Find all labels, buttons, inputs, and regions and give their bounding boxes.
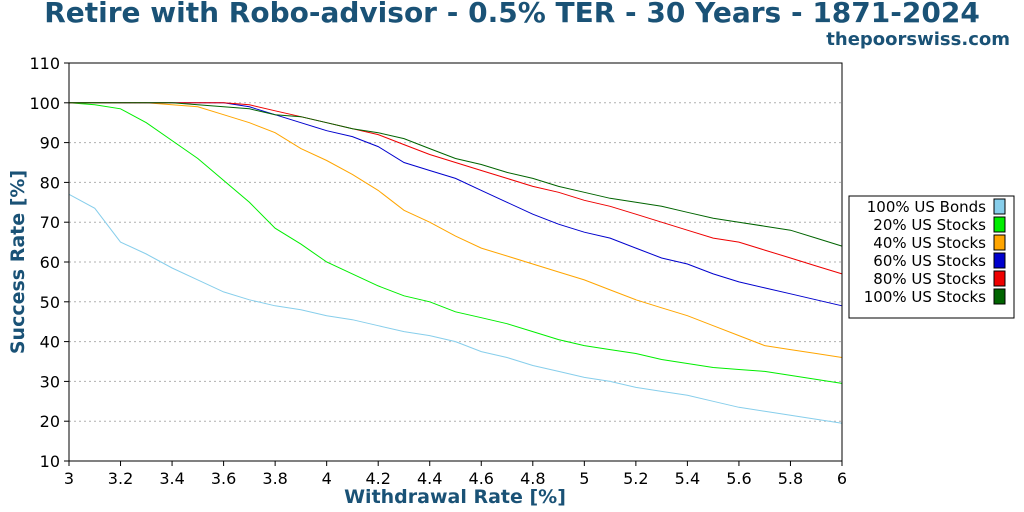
x-tick-label: 5.2: [623, 469, 648, 488]
x-tick-label: 3.8: [262, 469, 287, 488]
legend-label: 40% US Stocks: [873, 234, 986, 252]
y-tick-label: 30: [40, 372, 60, 391]
x-tick-label: 6: [837, 469, 847, 488]
y-tick-label: 40: [40, 333, 60, 352]
x-tick-label: 4.8: [520, 469, 545, 488]
legend-swatch: [993, 234, 1006, 251]
x-tick-label: 3.2: [108, 469, 133, 488]
source-label: thepoorswiss.com: [826, 29, 1010, 50]
series-line: [68, 193, 843, 424]
x-tick-label: 3: [64, 469, 74, 488]
legend-label: 80% US Stocks: [873, 270, 986, 288]
series-line: [69, 102, 843, 307]
x-tick-label: 5.4: [675, 469, 700, 488]
y-tick-label: 70: [40, 213, 60, 232]
y-tick-label: 10: [40, 452, 60, 471]
legend-label: 20% US Stocks: [873, 216, 986, 234]
y-axis-label: Success Rate [%]: [7, 170, 29, 354]
legend-swatch: [993, 288, 1006, 305]
legend-label: 100% US Bonds: [867, 198, 986, 216]
x-tick-label: 5: [579, 469, 589, 488]
series-line: [69, 102, 843, 358]
y-tick-label: 20: [40, 412, 60, 431]
x-tick-label: 5.6: [726, 469, 751, 488]
y-tick-label: 80: [40, 173, 60, 192]
y-tick-label: 110: [29, 54, 60, 73]
y-tick-label: 100: [29, 94, 60, 113]
y-axis-ticks: 10 20 30 40 50 60 70 80 90 100 110: [29, 54, 69, 471]
grid-lines: [69, 102, 842, 422]
series-line: [69, 102, 843, 247]
x-tick-label: 3.6: [211, 469, 236, 488]
x-tick-label: 4: [322, 469, 332, 488]
x-tick-label: 4.4: [417, 469, 442, 488]
series-line: [68, 102, 843, 384]
chart-title: Retire with Robo-advisor - 0.5% TER - 30…: [44, 0, 980, 29]
y-tick-label: 90: [40, 134, 60, 153]
y-tick-label: 50: [40, 293, 60, 312]
legend-label: 100% US Stocks: [864, 288, 986, 306]
legend-swatch: [993, 270, 1006, 287]
legend-swatch: [993, 216, 1006, 233]
series-line: [69, 102, 843, 275]
x-tick-label: 3.4: [159, 469, 184, 488]
legend-swatch: [993, 252, 1006, 269]
x-tick-label: 4.6: [469, 469, 494, 488]
x-tick-label: 4.2: [365, 469, 390, 488]
x-axis-label: Withdrawal Rate [%]: [344, 486, 566, 508]
y-tick-label: 60: [40, 253, 60, 272]
legend-label: 60% US Stocks: [873, 252, 986, 270]
legend-box: [848, 195, 1015, 319]
x-tick-label: 5.8: [778, 469, 803, 488]
legend-swatch: [993, 198, 1006, 215]
series-lines: [68, 102, 843, 424]
x-axis-ticks: 3 3.2 3.4 3.6 3.8 4 4.2 4.4 4.6 4.8 5 5.2 5.4 5.6 5.8 6: [64, 461, 847, 488]
